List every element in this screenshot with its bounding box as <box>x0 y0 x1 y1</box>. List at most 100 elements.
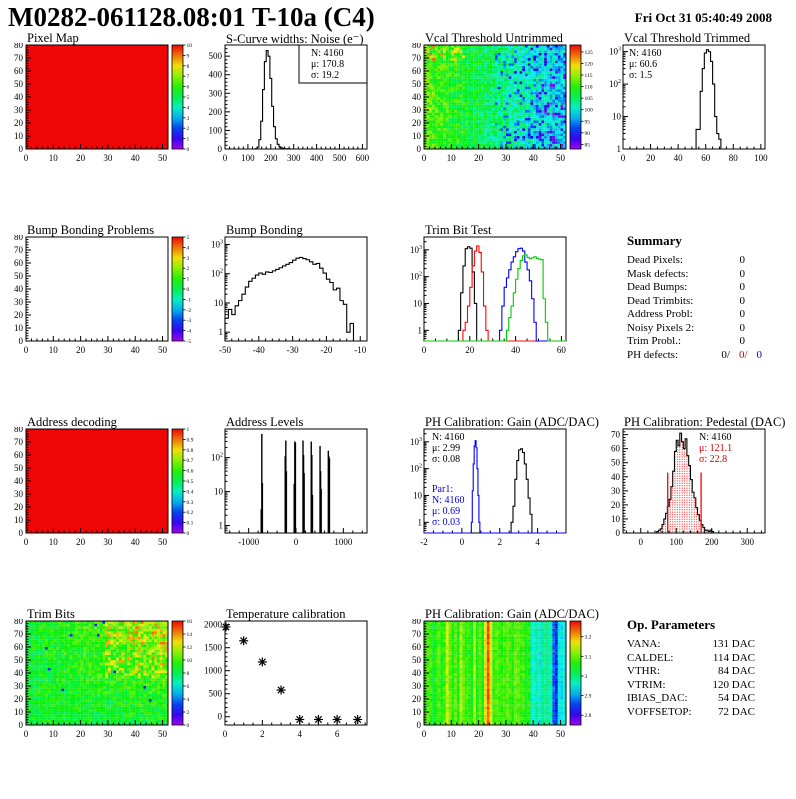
svg-text:300: 300 <box>209 88 223 98</box>
svg-text:400: 400 <box>310 153 324 163</box>
svg-text:0: 0 <box>417 144 422 154</box>
svg-text:20: 20 <box>465 345 475 355</box>
svg-text:0: 0 <box>19 528 24 538</box>
svg-text:σ: 1.5: σ: 1.5 <box>629 70 652 81</box>
svg-text:0.7: 0.7 <box>187 458 194 464</box>
svg-text:-3: -3 <box>187 318 192 324</box>
svg-text:0: 0 <box>639 537 644 547</box>
svg-text:0.5: 0.5 <box>187 479 194 485</box>
svg-text:50: 50 <box>611 458 621 468</box>
svg-text:50: 50 <box>14 271 24 281</box>
svg-text:102: 102 <box>410 272 422 282</box>
svg-text:30: 30 <box>103 153 113 163</box>
svg-text:σ: 22.8: σ: 22.8 <box>699 454 727 465</box>
row-label: Dead Bumps: <box>627 281 687 295</box>
svg-text:40: 40 <box>14 284 24 294</box>
svg-text:40: 40 <box>14 92 24 102</box>
svg-text:102: 102 <box>211 269 223 279</box>
svg-text:7: 7 <box>187 74 190 80</box>
svg-text:5: 5 <box>187 95 190 101</box>
svg-text:0.2: 0.2 <box>187 510 194 516</box>
svg-text:0: 0 <box>422 345 427 355</box>
row-value-part: 0 <box>757 349 763 361</box>
svg-text:4: 4 <box>187 245 190 251</box>
svg-text:2: 2 <box>187 126 190 132</box>
svg-text:80: 80 <box>14 235 24 242</box>
row-label: VTRIM: <box>627 679 666 693</box>
svg-text:0.4: 0.4 <box>187 489 194 495</box>
svg-text:70: 70 <box>412 53 422 63</box>
svg-text:0: 0 <box>19 144 24 154</box>
svg-text:80: 80 <box>729 153 739 163</box>
svg-text:20: 20 <box>14 118 24 128</box>
svg-text:30: 30 <box>501 153 511 163</box>
svg-text:30: 30 <box>14 297 24 307</box>
svg-text:N: 4160: N: 4160 <box>629 48 662 59</box>
svg-text:60: 60 <box>14 66 24 76</box>
svg-text:1: 1 <box>187 427 190 433</box>
svg-text:1000: 1000 <box>334 537 353 547</box>
row-label: VANA: <box>627 638 660 652</box>
histogram-2 <box>424 248 566 341</box>
svg-text:100: 100 <box>670 537 684 547</box>
panel-row-trim-probl: Trim Probl.:0 <box>627 335 745 349</box>
svg-text:50: 50 <box>556 153 566 163</box>
svg-text:102: 102 <box>211 453 223 463</box>
svg-text:-5: -5 <box>187 339 192 345</box>
svg-text:50: 50 <box>158 345 168 355</box>
row-value: 0 <box>740 335 746 349</box>
svg-text:60: 60 <box>412 66 422 76</box>
panel-row-ph-defects: PH defects:0/0/0 <box>627 349 762 363</box>
svg-text:1: 1 <box>219 327 224 337</box>
svg-text:1: 1 <box>617 144 622 154</box>
svg-text:0: 0 <box>19 336 24 346</box>
row-label: PH defects: <box>627 349 678 363</box>
svg-text:115: 115 <box>585 73 593 79</box>
svg-text:-40: -40 <box>253 345 265 355</box>
svg-text:μ: 170.8: μ: 170.8 <box>311 59 344 70</box>
timestamp: Fri Oct 31 05:40:49 2008 <box>635 10 772 26</box>
svg-text:100: 100 <box>585 108 594 114</box>
panel-row-vthr: VTHR:84 DAC <box>627 665 755 679</box>
svg-text:70: 70 <box>14 245 24 255</box>
svg-text:20: 20 <box>76 345 86 355</box>
svg-text:10: 10 <box>49 153 59 163</box>
histogram-0 <box>424 247 566 341</box>
svg-text:10: 10 <box>214 487 224 497</box>
svg-text:85: 85 <box>585 142 591 148</box>
svg-text:70: 70 <box>14 437 24 447</box>
panel-row-dead-bumps: Dead Bumps:0 <box>627 281 745 295</box>
color-scale: 3.23.132.92.8 <box>570 621 592 725</box>
svg-text:1: 1 <box>187 277 190 283</box>
heatmap-cells <box>26 45 168 149</box>
svg-text:10: 10 <box>413 298 423 308</box>
svg-text:10: 10 <box>612 112 622 122</box>
svg-text:70: 70 <box>611 430 621 440</box>
row-value-part: 0/ <box>739 349 748 361</box>
row-value: 0 <box>740 295 746 309</box>
svg-text:10: 10 <box>214 298 224 308</box>
svg-text:1: 1 <box>418 517 423 527</box>
svg-text:60: 60 <box>14 258 24 268</box>
svg-text:500: 500 <box>209 51 223 61</box>
row-label: Dead Pixels: <box>627 254 683 268</box>
